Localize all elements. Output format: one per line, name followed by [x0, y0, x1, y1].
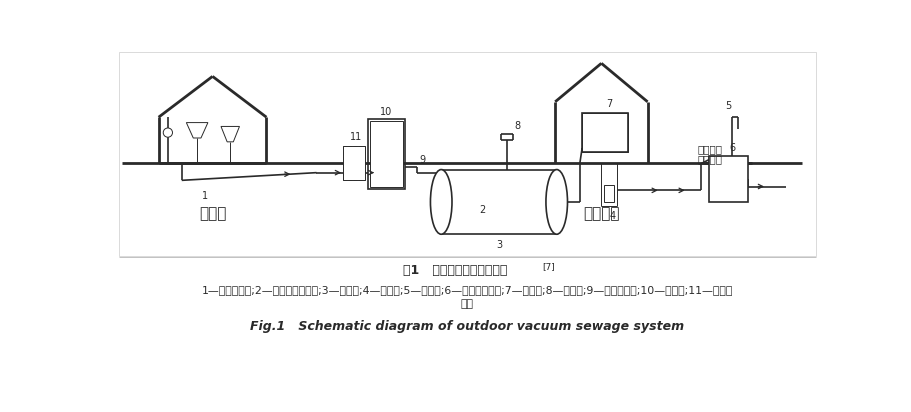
Polygon shape: [186, 123, 208, 138]
Text: 3: 3: [496, 240, 501, 250]
Text: 4: 4: [609, 211, 615, 221]
Text: 10: 10: [380, 107, 393, 117]
Text: 11: 11: [349, 132, 362, 142]
Ellipse shape: [433, 171, 449, 233]
Text: Fig.1   Schematic diagram of outdoor vacuum sewage system: Fig.1 Schematic diagram of outdoor vacuu…: [250, 320, 684, 333]
Text: 5: 5: [724, 101, 731, 111]
Text: 污水管道: 污水管道: [697, 154, 722, 164]
Text: [7]: [7]: [541, 262, 554, 271]
Text: 查井: 查井: [460, 299, 474, 309]
Polygon shape: [220, 126, 240, 142]
Bar: [343, 146, 364, 180]
Text: 8: 8: [514, 122, 520, 131]
Text: 真空泵站: 真空泵站: [582, 206, 619, 221]
Bar: [603, 185, 614, 202]
Text: 1: 1: [201, 191, 208, 201]
Text: 建筑物: 建筑物: [199, 206, 226, 221]
Bar: [118, 52, 815, 256]
Text: 图1   室外真空排水系统示意: 图1 室外真空排水系统示意: [403, 264, 507, 277]
Text: 排至市政: 排至市政: [697, 145, 722, 154]
Bar: [370, 121, 403, 187]
Bar: [441, 170, 556, 234]
Text: 9: 9: [418, 154, 425, 164]
Circle shape: [163, 128, 172, 137]
Bar: [709, 156, 747, 202]
Text: 7: 7: [605, 99, 611, 109]
Text: 1—重力排出管;2—真空支管或主管;3—真空罐;4—污水泵;5—透气管;6—除臭生物滤池;7—真空泵;8—检查孔;9—真空排出管;10—收集箱;11—污水检: 1—重力排出管;2—真空支管或主管;3—真空罐;4—污水泵;5—透气管;6—除臭…: [201, 286, 732, 295]
Text: 6: 6: [729, 143, 734, 153]
Bar: [581, 113, 628, 152]
Text: 2: 2: [478, 205, 485, 215]
Bar: [368, 119, 404, 189]
Ellipse shape: [546, 170, 567, 234]
Ellipse shape: [430, 170, 452, 234]
Bar: [581, 113, 628, 152]
